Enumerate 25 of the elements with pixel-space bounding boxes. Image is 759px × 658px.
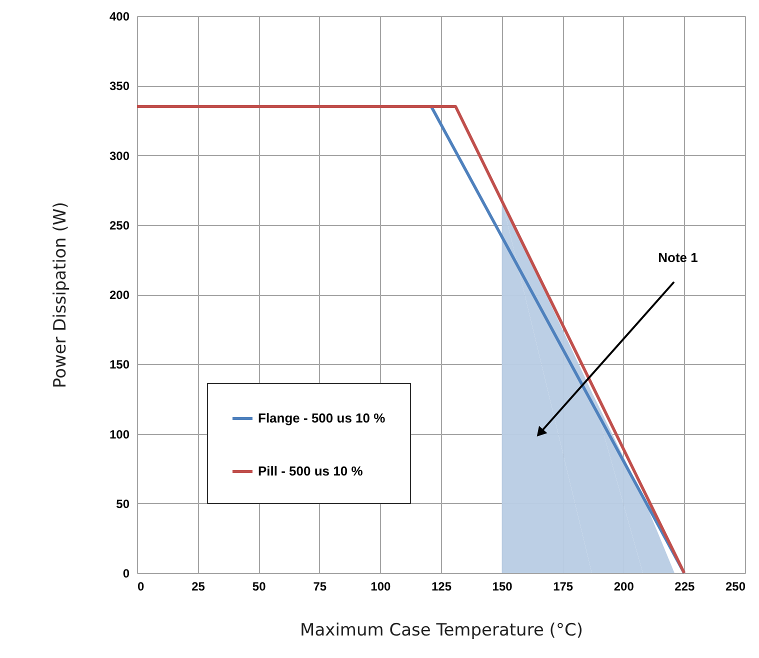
legend-label: Pill - 500 us 10 % [258, 464, 364, 478]
x-tick-label: 125 [431, 580, 452, 594]
y-tick-label: 300 [109, 148, 130, 163]
y-tick-label: 50 [116, 496, 130, 511]
y-tick-label: 200 [109, 288, 130, 302]
y-tick-label: 350 [109, 79, 130, 94]
legend-label: Flange - 500 us 10 % [258, 410, 386, 426]
x-axis-title: Maximum Case Temperature (°C) [300, 620, 583, 640]
x-tick-label: 225 [674, 580, 696, 594]
y-tick-label: 400 [109, 10, 130, 24]
x-tick-label: 175 [553, 580, 574, 594]
y-tick-label: 250 [109, 218, 130, 232]
y-tick-label: 0 [122, 566, 130, 580]
x-tick-label: 200 [614, 580, 634, 594]
x-tick-label: 150 [492, 580, 513, 594]
x-tick-label: 250 [725, 580, 746, 594]
y-tick-label: 150 [109, 358, 130, 372]
x-tick-label: 0 [138, 580, 144, 594]
x-tick-label: 50 [252, 580, 266, 594]
y-tick-label: 100 [109, 427, 130, 442]
x-tick-label: 25 [192, 580, 206, 594]
y-axis-title: Power Dissipation (W) [50, 202, 70, 388]
annotation: Note 1 [658, 250, 698, 265]
x-tick-label: 75 [313, 580, 327, 594]
x-tick-label: 100 [370, 580, 392, 594]
